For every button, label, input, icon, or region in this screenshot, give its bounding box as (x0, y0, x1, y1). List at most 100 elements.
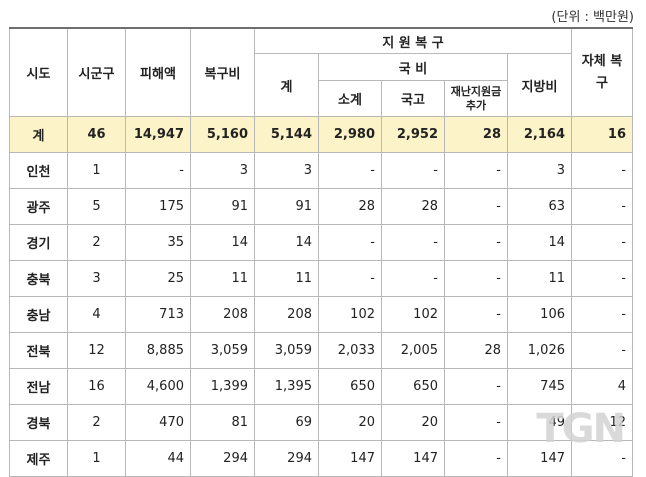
cell-region: 충남 (9, 296, 68, 333)
cell-treasury: 2,952 (381, 116, 445, 153)
cell-region: 경북 (9, 404, 68, 441)
table-row: 전북 12 8,885 3,059 3,059 2,033 2,005 28 1,026- (9, 332, 633, 369)
cell-total: 1,395 (254, 368, 319, 405)
cell-self: - (571, 332, 633, 369)
cell-subtotal: 102 (318, 296, 382, 333)
cell-extra: - (444, 152, 508, 189)
cell-count: 3 (67, 260, 126, 297)
cell-count: 1 (67, 440, 126, 477)
header-subtotal: 소계 (318, 80, 382, 117)
cell-total: 208 (254, 296, 319, 333)
cell-count: 5 (67, 188, 126, 225)
cell-damage: 470 (125, 404, 191, 441)
table-row: 인천 1-3 3- - -3- (9, 152, 633, 189)
cell-region: 전남 (9, 368, 68, 405)
cell-recovery: 11 (190, 260, 255, 297)
cell-total: 11 (254, 260, 319, 297)
cell-region: 계 (9, 116, 68, 153)
cell-subtotal: - (318, 224, 382, 261)
cell-recovery: 81 (190, 404, 255, 441)
cell-self: 4 (571, 368, 633, 405)
cell-treasury: - (381, 260, 445, 297)
cell-extra: - (444, 404, 508, 441)
cell-total: 91 (254, 188, 319, 225)
cell-region: 전북 (9, 332, 68, 369)
header-total: 계 (254, 53, 319, 117)
table-row: 충남 4 713 208 208 102 102-106- (9, 296, 633, 333)
cell-subtotal: 28 (318, 188, 382, 225)
cell-region: 충북 (9, 260, 68, 297)
cell-local: 49 (507, 404, 572, 441)
cell-damage: 8,885 (125, 332, 191, 369)
cell-local: 2,164 (507, 116, 572, 153)
cell-damage: - (125, 152, 191, 189)
watermark-logo: TGN (536, 406, 626, 452)
cell-recovery: 208 (190, 296, 255, 333)
cell-damage: 44 (125, 440, 191, 477)
header-support-group: 지 원 복 구 (254, 27, 572, 54)
header-disaster-extra: 재난지원금 추가 (444, 80, 508, 117)
cell-extra: - (444, 368, 508, 405)
header-count: 시군구 (67, 27, 126, 117)
unit-label: (단위 : 백만원) (551, 10, 634, 25)
header-recovery: 복구비 (190, 27, 255, 117)
header-region: 시도 (9, 27, 68, 117)
table-row: 충북 3 25 11 11- - -11- (9, 260, 633, 297)
cell-total: 69 (254, 404, 319, 441)
header-self: 자체 복구 (571, 27, 633, 117)
cell-subtotal: 650 (318, 368, 382, 405)
cell-region: 인천 (9, 152, 68, 189)
cell-count: 46 (67, 116, 126, 153)
cell-count: 2 (67, 404, 126, 441)
cell-region: 광주 (9, 188, 68, 225)
cell-local: 3 (507, 152, 572, 189)
cell-extra: 28 (444, 116, 508, 153)
cell-extra: - (444, 440, 508, 477)
cell-damage: 25 (125, 260, 191, 297)
cell-subtotal: 2,980 (318, 116, 382, 153)
cell-subtotal: 147 (318, 440, 382, 477)
cell-total: 3 (254, 152, 319, 189)
cell-recovery: 294 (190, 440, 255, 477)
header-damage: 피해액 (125, 27, 191, 117)
cell-treasury: 147 (381, 440, 445, 477)
cell-damage: 35 (125, 224, 191, 261)
cell-region: 제주 (9, 440, 68, 477)
cell-extra: - (444, 296, 508, 333)
cell-total: 5,144 (254, 116, 319, 153)
cell-subtotal: - (318, 260, 382, 297)
cell-local: 11 (507, 260, 572, 297)
cell-local: 14 (507, 224, 572, 261)
cell-treasury: 20 (381, 404, 445, 441)
recovery-cost-table: 시도 시군구 피해액 복구비 지 원 복 구 자체 복구 계 국 비 지방비 소… (9, 27, 633, 477)
cell-self: - (571, 224, 633, 261)
cell-damage: 175 (125, 188, 191, 225)
cell-self: - (571, 152, 633, 189)
cell-damage: 713 (125, 296, 191, 333)
cell-recovery: 14 (190, 224, 255, 261)
cell-local: 63 (507, 188, 572, 225)
cell-count: 2 (67, 224, 126, 261)
header-local: 지방비 (507, 53, 572, 117)
cell-recovery: 3,059 (190, 332, 255, 369)
table-row: 광주 5 175 91 91 28 28-63- (9, 188, 633, 225)
cell-count: 4 (67, 296, 126, 333)
cell-damage: 14,947 (125, 116, 191, 153)
cell-damage: 4,600 (125, 368, 191, 405)
header-treasury: 국고 (381, 80, 445, 117)
cell-local: 106 (507, 296, 572, 333)
cell-treasury: 102 (381, 296, 445, 333)
cell-treasury: 28 (381, 188, 445, 225)
cell-self: 16 (571, 116, 633, 153)
cell-treasury: 650 (381, 368, 445, 405)
cell-recovery: 5,160 (190, 116, 255, 153)
cell-self: - (571, 260, 633, 297)
cell-treasury: - (381, 224, 445, 261)
cell-recovery: 1,399 (190, 368, 255, 405)
cell-local: 1,026 (507, 332, 572, 369)
header-national-group: 국 비 (318, 53, 508, 81)
cell-self: - (571, 296, 633, 333)
cell-extra: - (444, 224, 508, 261)
cell-treasury: - (381, 152, 445, 189)
cell-total: 294 (254, 440, 319, 477)
